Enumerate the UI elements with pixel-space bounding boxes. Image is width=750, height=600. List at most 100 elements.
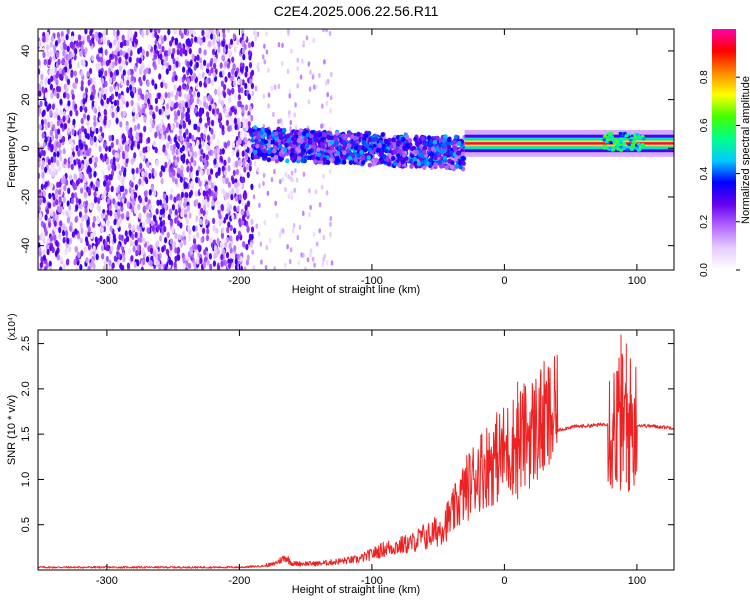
heatmap-cell [135,113,139,120]
heatmap-cell [166,109,170,116]
heatmap-cell [107,197,111,204]
heatmap-cell [223,91,227,99]
heatmap-cell [94,156,98,163]
heatmap-cell [278,157,283,163]
heatmap-cell [99,235,103,242]
heatmap-cell [222,55,226,62]
heatmap-cell [194,190,198,197]
heatmap-cell [230,75,234,82]
heatmap-cell [350,153,356,159]
heatmap-cell [145,93,149,101]
heatmap-cell [182,83,186,90]
heatmap-cell [38,40,42,48]
heatmap-cell [242,241,246,248]
heatmap-cell [307,61,311,67]
heatmap-cell [205,190,209,197]
heatmap-cell [452,145,458,151]
heatmap-cell [190,37,194,45]
heatmap-cell [174,37,179,45]
heatmap-cell [431,146,436,152]
heatmap-cell [84,158,88,166]
heatmap-cell [130,181,134,188]
heatmap-cell [270,177,274,183]
heatmap-cell [178,128,182,136]
heatmap-cell [38,123,42,131]
heatmap-cell [454,134,459,140]
heatmap-cell [75,40,79,47]
heatmap-cell [56,51,60,59]
heatmap-cell [440,163,445,169]
heatmap-cell [196,139,200,146]
heatmap-cell [342,150,347,156]
heatmap-cell [262,154,267,160]
heatmap-cell [608,133,613,137]
heatmap-cell [221,165,225,172]
heatmap-cell [85,256,89,264]
heatmap-cell [208,29,212,35]
heatmap-cell [347,155,352,161]
heatmap-cell [205,184,209,191]
heatmap-y-axis-label: Frequency (Hz) [6,112,18,188]
heatmap-cell [128,248,132,255]
heatmap-cell [233,80,237,87]
heatmap-cell [198,99,202,107]
heatmap-cell [111,262,115,269]
heatmap-cell [238,217,242,225]
heatmap-cell [173,136,177,143]
heatmap-cell [400,159,405,165]
heatmap-cell [212,48,216,56]
heatmap-cell [62,237,66,244]
x-tick-label: -100 [361,275,383,287]
heatmap-cell [91,100,95,107]
heatmap-cell [112,156,116,163]
heatmap-cell [186,60,190,68]
heatmap-cell [63,184,67,191]
y-tick-label: 2.5 [20,336,32,351]
heatmap-cell [224,61,228,68]
heatmap-cell [174,74,178,82]
heatmap-cell [109,174,113,181]
heatmap-cell [393,149,398,155]
heatmap-cell [40,256,44,263]
heatmap-cell [276,213,279,219]
heatmap-cell [145,67,149,74]
heatmap-cell [127,47,131,55]
heatmap-cell [45,243,49,250]
heatmap-cell [178,77,182,84]
heatmap-cell [89,94,93,101]
heatmap-cell [46,50,50,57]
heatmap-cell [368,137,373,143]
heatmap-cell [75,204,79,211]
heatmap-cell [287,29,290,35]
heatmap-cell [138,212,142,220]
heatmap-cell [117,163,121,170]
heatmap-cell [278,135,283,141]
heatmap-cell [241,47,246,55]
heatmap-cell [143,205,147,212]
heatmap-cell [274,158,280,164]
heatmap-cell [442,155,447,161]
colorbar: 0.00.20.40.60.8 Normalized spectral ampl… [699,29,750,277]
heatmap-cell [236,180,240,188]
heatmap-cell [619,139,623,144]
heatmap-cell [219,241,223,249]
heatmap-cell [302,210,305,216]
heatmap-cell [162,146,166,153]
heatmap-cell [322,173,325,179]
heatmap-cell [46,44,50,51]
heatmap-cell [149,109,153,116]
heatmap-cell [625,148,630,152]
heatmap-cell [158,199,163,206]
heatmap-cell [270,85,274,92]
heatmap-cell [239,255,243,263]
heatmap-cell [38,59,41,66]
heatmap-cell [228,49,232,57]
heatmap-frame [37,28,675,271]
heatmap-cell [47,78,51,85]
heatmap-cell [238,138,242,145]
heatmap-cell [93,196,98,204]
heatmap-cell [49,41,53,48]
heatmap-cell [183,132,187,139]
heatmap-cell [241,208,245,216]
heatmap-cell [209,60,213,67]
